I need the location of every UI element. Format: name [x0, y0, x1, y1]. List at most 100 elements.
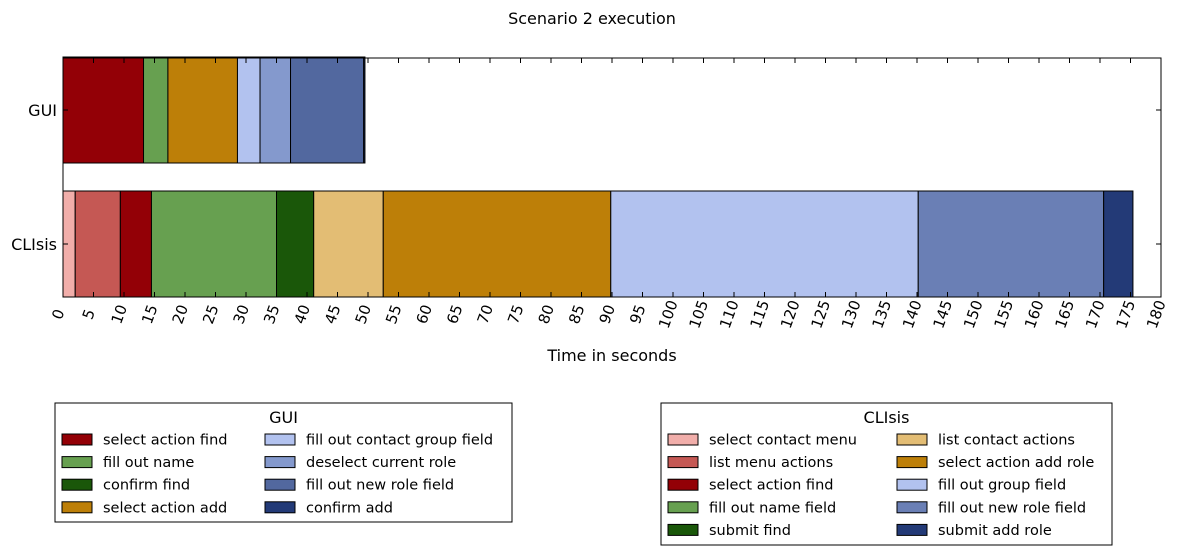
legend-swatch	[896, 501, 928, 514]
x-tick-label: 100	[655, 298, 682, 331]
legend-label: list contact actions	[938, 433, 1075, 449]
legend-swatch	[667, 523, 699, 536]
x-tick-label: 80	[535, 302, 558, 326]
legend-clisis: CLIsis select contact menu list menu actio…	[660, 402, 1113, 546]
x-tick-label: 140	[899, 298, 926, 331]
x-tick-label: 170	[1082, 298, 1109, 331]
legend-swatch	[896, 523, 928, 536]
x-tick-label: 20	[169, 302, 192, 326]
bar-clisis-fill-out-name-field	[150, 190, 277, 298]
legend-swatch	[896, 433, 928, 446]
x-tick-label: 125	[807, 298, 834, 331]
x-tick-label: 35	[260, 302, 283, 326]
bar-clisis-submit-find	[276, 190, 315, 298]
x-tick-label: 40	[291, 302, 314, 326]
x-tick-label: 75	[504, 302, 527, 326]
x-tick-label: 105	[685, 298, 712, 331]
legend-label: fill out new role field	[306, 478, 454, 494]
legend-swatch	[61, 478, 93, 491]
x-tick-label: 160	[1021, 298, 1048, 331]
bars-layer	[62, 56, 1134, 298]
x-tick-label: 145	[929, 298, 956, 331]
legend-swatch	[667, 456, 699, 469]
legend-gui: GUI select action find fill out name confir…	[54, 402, 513, 523]
legend-swatch	[264, 478, 296, 491]
x-tick-label: 90	[596, 302, 619, 326]
legend-label: select action find	[103, 433, 227, 449]
legend-label: list menu actions	[709, 455, 833, 471]
legend-swatch	[667, 501, 699, 514]
x-tick-label: 10	[108, 302, 131, 326]
x-tick-label: 30	[230, 302, 253, 326]
legend-label: select action find	[709, 478, 833, 494]
y-tick-label: GUI	[28, 101, 57, 120]
legend-swatch	[667, 433, 699, 446]
legend-label: submit add role	[938, 523, 1052, 539]
legend-title: GUI	[269, 408, 298, 427]
legend-swatch	[896, 456, 928, 469]
x-tick-label: 175	[1112, 298, 1139, 331]
x-tick-label: 130	[838, 298, 865, 331]
x-tick-label: 45	[321, 302, 344, 326]
x-tick-label: 165	[1051, 298, 1078, 331]
x-tick-label: 25	[199, 302, 222, 326]
x-tick-label: 70	[474, 302, 497, 326]
x-tick-label: 115	[746, 298, 773, 331]
x-tick-label: 65	[443, 302, 466, 326]
bar-clisis-fill-out-new-role-field	[917, 190, 1105, 298]
x-tick-label: 15	[138, 302, 161, 326]
legend-swatch	[264, 433, 296, 446]
legend-label: fill out new role field	[938, 500, 1086, 516]
bar-gui-fill-out-contact-group-field	[236, 56, 261, 164]
bar-gui-select-action-add	[167, 56, 238, 164]
legend-label: select action add	[103, 500, 227, 516]
x-tick-label: 180	[1143, 298, 1170, 331]
legend-label: submit find	[709, 523, 791, 539]
chart-title: Scenario 2 execution	[508, 9, 676, 28]
x-tick-label: 85	[565, 302, 588, 326]
legend-title: CLIsis	[864, 408, 910, 427]
x-tick-label: 155	[990, 298, 1017, 331]
bar-gui-select-action-find	[62, 56, 145, 164]
x-tick-label: 0	[48, 307, 68, 322]
legend-label: fill out contact group field	[306, 433, 493, 449]
x-tick-label: 95	[626, 302, 649, 326]
legend-label: deselect current role	[306, 455, 456, 471]
bar-gui-deselect-current-role	[259, 56, 292, 164]
legend-swatch	[264, 501, 296, 514]
y-axis: GUI CLIsis	[11, 101, 1161, 254]
bar-gui-fill-out-new-role-field	[290, 56, 365, 164]
legend-swatch	[61, 501, 93, 514]
x-tick-label: 120	[777, 298, 804, 331]
bar-clisis-list-contact-actions	[313, 190, 384, 298]
legend-label: select action add role	[938, 455, 1094, 471]
bar-clisis-list-menu-actions	[74, 190, 121, 298]
bar-clisis-submit-add-role	[1103, 190, 1134, 298]
bar-clisis-select-action-add-role	[382, 190, 612, 298]
x-axis-label: Time in seconds	[546, 346, 676, 365]
legend-label: fill out name	[103, 455, 194, 471]
y-tick-label: CLIsis	[11, 235, 57, 254]
legend-swatch	[667, 478, 699, 491]
legend-label: fill out group field	[938, 478, 1066, 494]
legend-swatch	[61, 456, 93, 469]
bar-clisis-fill-out-group-field	[610, 190, 919, 298]
bar-clisis-select-action-find	[119, 190, 152, 298]
legend-label: fill out name field	[709, 500, 836, 516]
legend-label: select contact menu	[709, 433, 857, 449]
x-tick-label: 135	[868, 298, 895, 331]
legend-label: confirm find	[103, 478, 190, 494]
x-tick-label: 55	[382, 302, 405, 326]
x-tick-label: 5	[79, 307, 99, 322]
legend-label: confirm add	[306, 500, 393, 516]
legend-swatch	[61, 433, 93, 446]
x-tick-label: 110	[716, 298, 743, 331]
x-tick-label: 150	[960, 298, 987, 331]
x-tick-label: 50	[352, 302, 375, 326]
x-tick-label: 60	[413, 302, 436, 326]
bar-gui-fill-out-name	[143, 56, 169, 164]
bar-gui-confirm-add	[363, 56, 366, 164]
legend-swatch	[896, 478, 928, 491]
legend-frame	[660, 402, 1113, 546]
